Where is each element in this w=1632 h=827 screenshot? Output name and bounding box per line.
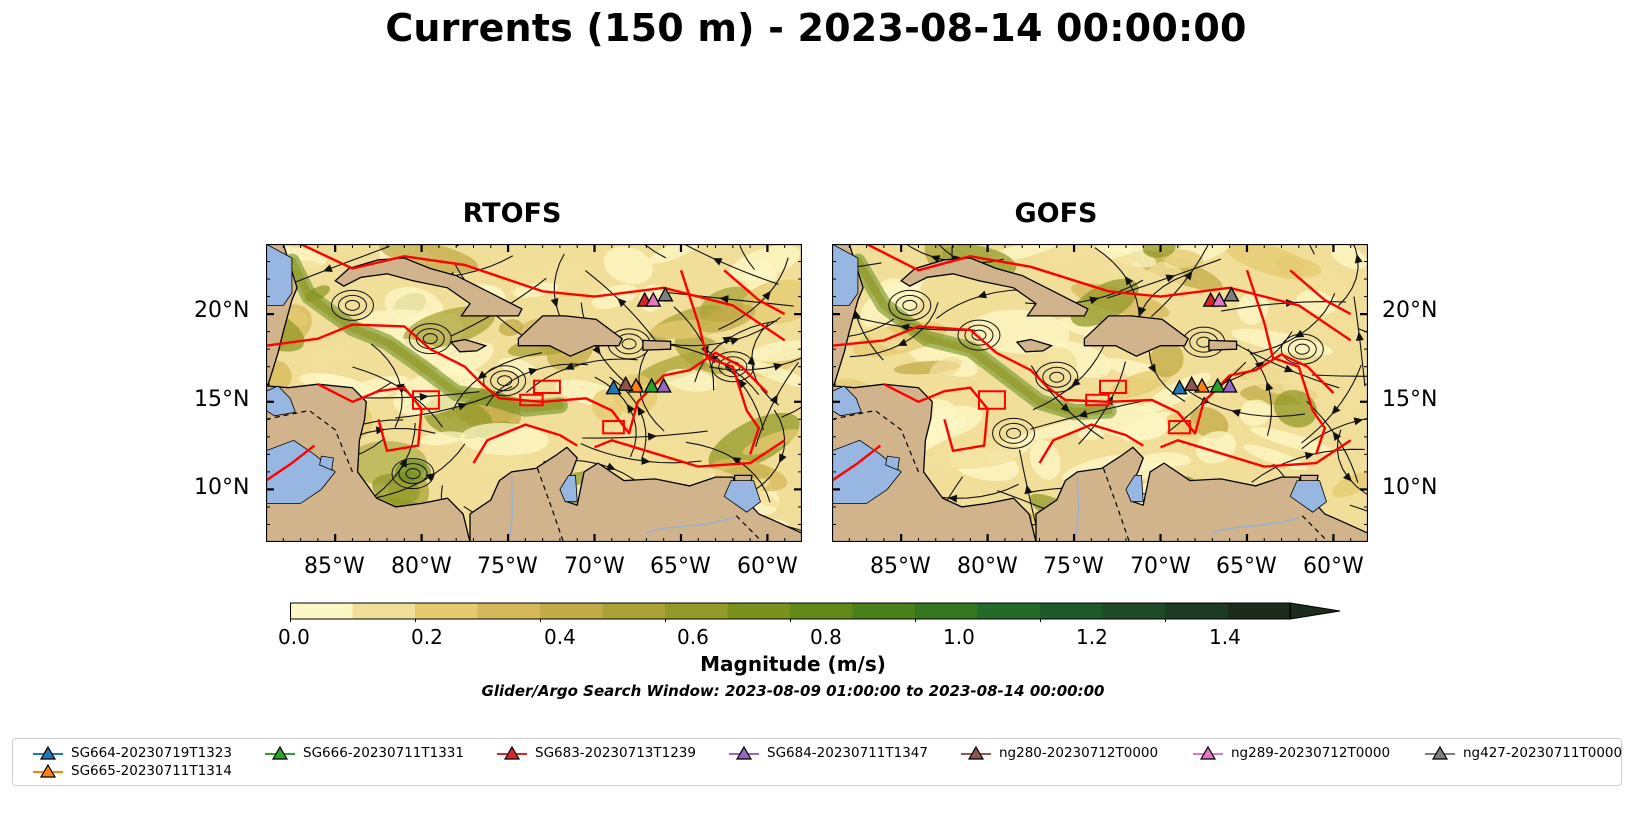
legend-label: ng280-20230712T0000 bbox=[999, 745, 1159, 761]
xtick-gofs-65w: 65°W bbox=[1216, 554, 1277, 579]
colorbar-tick-7: 1.4 bbox=[1209, 625, 1241, 649]
colorbar-tick-6: 1.2 bbox=[1076, 625, 1108, 649]
colorbar-tick-1: 0.2 bbox=[411, 625, 443, 649]
legend-label: SG666-20230711T1331 bbox=[303, 745, 464, 761]
map-panel-rtofs bbox=[266, 244, 802, 542]
colorbar-tick-2: 0.4 bbox=[544, 625, 576, 649]
legend-marker-icon bbox=[33, 745, 63, 760]
ytick-left-10n: 10°N bbox=[194, 475, 250, 500]
legend-marker-icon bbox=[1193, 745, 1223, 760]
glider-marker-SG666-20230711T1331 bbox=[1209, 377, 1226, 393]
legend-label: SG665-20230711T1314 bbox=[71, 763, 232, 779]
colorbar-level-12 bbox=[1040, 603, 1103, 619]
colorbar-tick-4: 0.8 bbox=[810, 625, 842, 649]
legend-item: ng427-20230711T0000 bbox=[1425, 745, 1622, 761]
glider-marker-ng289-20230712T0000 bbox=[645, 291, 662, 307]
colorbar-level-15 bbox=[1227, 603, 1291, 619]
main-title: Currents (150 m) - 2023-08-14 00:00:00 bbox=[385, 6, 1247, 50]
glider-marker-ng427-20230711T0000 bbox=[657, 286, 674, 302]
colorbar-level-7 bbox=[727, 603, 791, 619]
legend-item: ng280-20230712T0000 bbox=[961, 745, 1158, 761]
colorbar-level-13 bbox=[1102, 603, 1166, 619]
colorbar-level-9 bbox=[852, 603, 916, 619]
legend-marker-icon bbox=[265, 745, 295, 760]
xtick-rtofs-70w: 70°W bbox=[564, 554, 625, 579]
glider-marker-ng280-20230712T0000 bbox=[1183, 375, 1200, 391]
legend-item: SG684-20230711T1347 bbox=[729, 745, 928, 761]
legend-item: ng289-20230712T0000 bbox=[1193, 745, 1390, 761]
glider-marker-SG684-20230711T1347 bbox=[655, 377, 672, 393]
legend-marker-icon bbox=[497, 745, 527, 760]
legend-label: SG684-20230711T1347 bbox=[767, 745, 928, 761]
legend-marker-icon bbox=[729, 745, 759, 760]
legend-marker-icon bbox=[1425, 745, 1455, 760]
colorbar-level-3 bbox=[477, 603, 541, 619]
xtick-rtofs-65w: 65°W bbox=[650, 554, 711, 579]
xtick-gofs-80w: 80°W bbox=[957, 554, 1018, 579]
panel-title-rtofs: RTOFS bbox=[462, 198, 562, 229]
legend-label: SG664-20230719T1323 bbox=[71, 745, 232, 761]
ytick-left-20n: 20°N bbox=[194, 298, 250, 323]
glider-marker-ng289-20230712T0000 bbox=[1211, 291, 1228, 307]
colorbar-tick-3: 0.6 bbox=[677, 625, 709, 649]
colorbar-level-2 bbox=[415, 603, 478, 619]
glider-marker-ng280-20230712T0000 bbox=[617, 375, 634, 391]
panel-title-gofs: GOFS bbox=[1014, 198, 1098, 229]
legend-marker-icon bbox=[33, 763, 63, 778]
colorbar-level-8 bbox=[790, 603, 853, 619]
legend: SG664-20230719T1323 SG665-20230711T1314 SG… bbox=[12, 738, 1622, 786]
xtick-rtofs-85w: 85°W bbox=[304, 554, 365, 579]
ytick-left-15n: 15°N bbox=[194, 387, 250, 412]
legend-item: SG664-20230719T1323 bbox=[33, 745, 232, 761]
colorbar-level-6 bbox=[665, 603, 728, 619]
colorbar-level-5 bbox=[602, 603, 666, 619]
colorbar-level-0 bbox=[290, 603, 353, 619]
legend-item: SG683-20230713T1239 bbox=[497, 745, 696, 761]
xtick-rtofs-75w: 75°W bbox=[477, 554, 538, 579]
glider-marker-SG666-20230711T1331 bbox=[643, 377, 660, 393]
search-window-text: Glider/Argo Search Window: 2023-08-09 01… bbox=[481, 682, 1105, 700]
ytick-right-20n: 20°N bbox=[1382, 298, 1438, 323]
legend-label: SG683-20230713T1239 bbox=[535, 745, 696, 761]
glider-marker-SG684-20230711T1347 bbox=[1221, 377, 1238, 393]
ytick-right-15n: 15°N bbox=[1382, 387, 1438, 412]
colorbar-level-1 bbox=[352, 603, 416, 619]
ytick-right-10n: 10°N bbox=[1382, 475, 1438, 500]
xtick-gofs-60w: 60°W bbox=[1303, 554, 1364, 579]
legend-label: ng427-20230711T0000 bbox=[1463, 745, 1623, 761]
colorbar-label: Magnitude (m/s) bbox=[700, 652, 886, 676]
xtick-gofs-70w: 70°W bbox=[1130, 554, 1191, 579]
glider-marker-SG664-20230719T1323 bbox=[605, 379, 622, 395]
xtick-rtofs-60w: 60°W bbox=[737, 554, 798, 579]
legend-item: SG665-20230711T1314 bbox=[33, 763, 232, 779]
legend-marker-icon bbox=[961, 745, 991, 760]
colorbar-level-14 bbox=[1165, 603, 1228, 619]
glider-marker-SG664-20230719T1323 bbox=[1171, 379, 1188, 395]
legend-label: ng289-20230712T0000 bbox=[1231, 745, 1391, 761]
colorbar-tick-5: 1.0 bbox=[943, 625, 975, 649]
colorbar-level-4 bbox=[540, 603, 603, 619]
xtick-rtofs-80w: 80°W bbox=[391, 554, 452, 579]
xtick-gofs-75w: 75°W bbox=[1043, 554, 1104, 579]
colorbar-level-11 bbox=[977, 603, 1041, 619]
colorbar-tick-0: 0.0 bbox=[278, 625, 310, 649]
legend-item: SG666-20230711T1331 bbox=[265, 745, 464, 761]
map-panel-gofs bbox=[832, 244, 1368, 542]
glider-marker-ng427-20230711T0000 bbox=[1223, 286, 1240, 302]
colorbar bbox=[290, 602, 1341, 622]
xtick-gofs-85w: 85°W bbox=[870, 554, 931, 579]
colorbar-level-10 bbox=[915, 603, 978, 619]
